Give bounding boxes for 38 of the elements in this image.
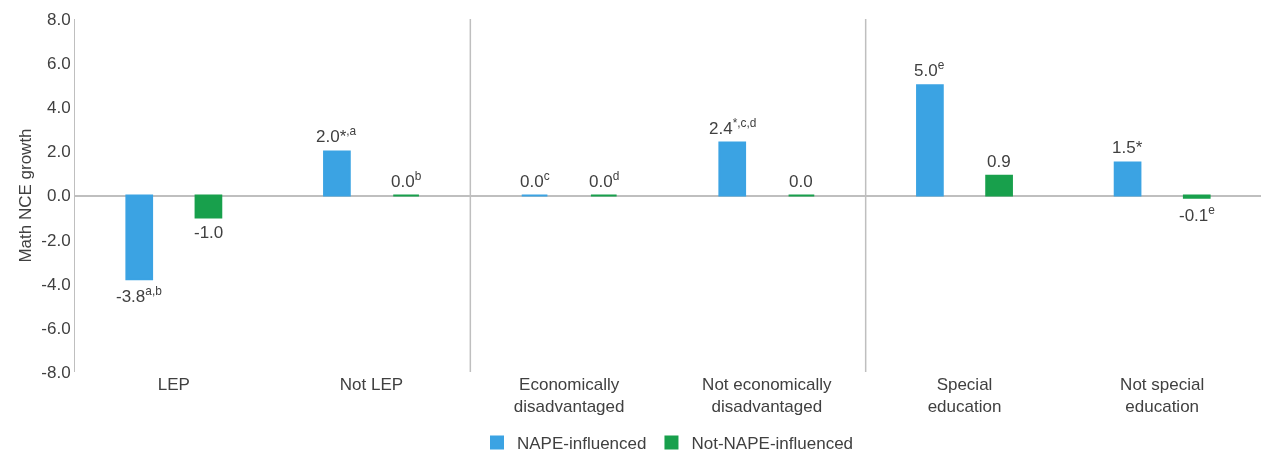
bar (323, 150, 351, 197)
bar (194, 194, 223, 219)
data-label: 0.0 (789, 172, 813, 191)
data-label: 2.4$^{*,c,d}$ (709, 116, 757, 139)
y-tick-label: 8.0 (46, 9, 71, 29)
y-axis-title: Math NCE growth (16, 128, 35, 263)
bar (985, 174, 1013, 197)
x-tick-label: Not economically disadvantaged (702, 375, 833, 417)
bar (916, 84, 944, 197)
legend-label: NAPE-influenced (517, 434, 647, 454)
data-label: 0.0$^{b}$ (391, 169, 422, 192)
data-label: 0.9 (987, 152, 1011, 171)
x-tick-label: Not LEP (339, 375, 404, 394)
data-label: 0.0$^{c}$ (520, 169, 550, 192)
x-tick-label: Not special education (1120, 375, 1205, 417)
y-tick-label: -8.0 (41, 362, 71, 382)
legend-label: Not-NAPE-influenced (691, 434, 854, 454)
y-tick-label: 4.0 (46, 98, 71, 118)
x-tick-label: Economically disadvantaged (513, 375, 625, 417)
data-label: -3.8$^{a,b}$ (116, 284, 163, 307)
data-label: 0.0$^{d}$ (589, 169, 620, 192)
data-label: -0.1$^{e}$ (1179, 203, 1216, 226)
data-label: 1.5* (1112, 138, 1143, 157)
data-label: -1.0 (194, 223, 224, 242)
x-tick-label: LEP (157, 375, 190, 394)
y-tick-label: 0.0 (46, 186, 71, 206)
y-tick-label: -2.0 (41, 230, 71, 250)
y-tick-label: 2.0 (46, 142, 71, 162)
bar (1113, 161, 1142, 197)
x-tick-label: Special education (927, 375, 1002, 417)
y-tick-label: -6.0 (41, 318, 71, 338)
y-tick-label: 6.0 (46, 54, 71, 74)
data-label: 5.0$^{e}$ (914, 58, 945, 81)
data-label: 2.0*$^{,a}$ (316, 124, 357, 147)
bar (718, 141, 747, 197)
y-tick-label: -4.0 (41, 274, 71, 294)
bar (1182, 194, 1211, 199)
bar (125, 194, 154, 281)
